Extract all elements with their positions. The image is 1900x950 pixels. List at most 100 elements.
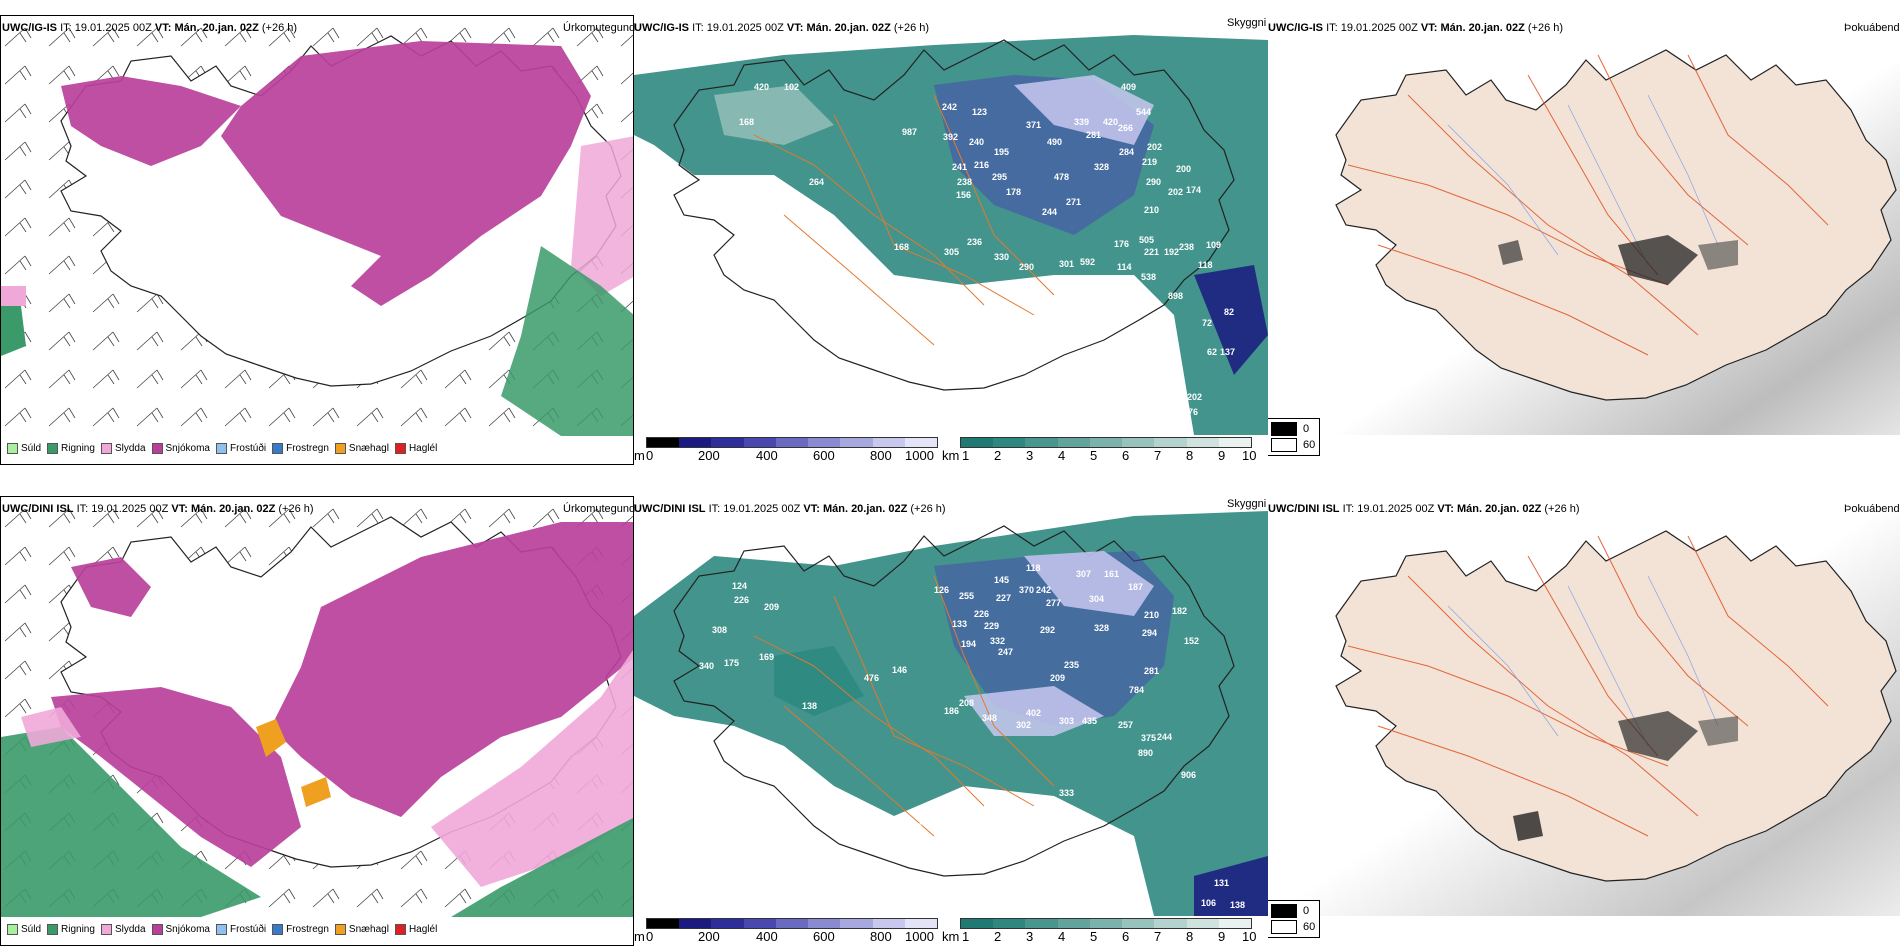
svg-text:226: 226 (734, 595, 749, 605)
colorbar-tick: 6 (1122, 929, 1130, 944)
svg-text:375: 375 (1141, 733, 1156, 743)
svg-text:102: 102 (784, 82, 799, 92)
legend-item: Frostregn (272, 924, 329, 935)
svg-text:333: 333 (1059, 788, 1074, 798)
svg-text:290: 290 (1146, 177, 1161, 187)
svg-text:194: 194 (961, 639, 976, 649)
legend-item: Rigning (47, 443, 95, 454)
svg-text:264: 264 (809, 177, 824, 187)
svg-text:244: 244 (1157, 732, 1172, 742)
colorbar-tick: 200 (698, 929, 720, 944)
panel-header: UWC/DINI ISL IT: 19.01.2025 00Z VT: Mán.… (1268, 503, 1580, 515)
legend-item: Snjókoma (151, 924, 210, 935)
colorbar-tick: 400 (756, 929, 778, 944)
colorbar-tick: 5 (1090, 448, 1098, 463)
svg-text:308: 308 (712, 625, 727, 635)
svg-text:219: 219 (1142, 157, 1157, 167)
svg-text:200: 200 (1176, 164, 1191, 174)
svg-text:271: 271 (1066, 197, 1081, 207)
svg-text:476: 476 (864, 673, 879, 683)
svg-text:302: 302 (1016, 720, 1031, 730)
precip-type-panel-row1: Súld Rigning Slydda Snjókoma Frostúði Fr… (0, 15, 634, 465)
fog-legend: 0 60 (1268, 418, 1321, 456)
svg-text:176: 176 (1114, 239, 1129, 249)
svg-text:229: 229 (984, 621, 999, 631)
rain-area (501, 246, 633, 436)
svg-text:301: 301 (1059, 259, 1074, 269)
svg-text:182: 182 (1172, 606, 1187, 616)
svg-text:242: 242 (942, 102, 957, 112)
svg-text:62: 62 (1207, 347, 1217, 357)
legend-item: Haglél (394, 924, 437, 935)
colorbar-tick: 1000 (905, 929, 934, 944)
svg-text:340: 340 (699, 661, 714, 671)
colorbar-tick: 9 (1218, 448, 1226, 463)
colorbar-tick: 3 (1026, 929, 1034, 944)
legend-item: Snæhagl (334, 443, 389, 454)
svg-text:106: 106 (1201, 898, 1216, 908)
svg-text:244: 244 (1042, 207, 1057, 217)
fog-legend-value: 60 (1303, 921, 1316, 933)
svg-text:505: 505 (1139, 235, 1154, 245)
colorbar-tick: 10 (1242, 929, 1257, 944)
colorbar-tick: 0 (646, 929, 654, 944)
panel-header: UWC/IG-IS IT: 19.01.2025 00Z VT: Mán. 20… (1268, 22, 1564, 34)
svg-text:161: 161 (1104, 569, 1119, 579)
svg-text:292: 292 (1040, 625, 1055, 635)
svg-text:187: 187 (1128, 582, 1143, 592)
svg-text:178: 178 (1006, 187, 1021, 197)
svg-text:221: 221 (1144, 247, 1159, 257)
fog-index-panel-row2: 0 60 (1268, 496, 1900, 946)
svg-text:544: 544 (1136, 107, 1151, 117)
svg-text:409: 409 (1121, 82, 1136, 92)
colorbar-unit: km (942, 448, 960, 463)
panel-title: Skyggni (1227, 498, 1267, 510)
colorbar-tick: 1000 (905, 448, 934, 463)
legend-item: Súld (7, 443, 41, 454)
svg-text:295: 295 (992, 172, 1007, 182)
svg-text:592: 592 (1080, 257, 1095, 267)
colorbar-tick: 0 (646, 448, 654, 463)
svg-text:784: 784 (1129, 685, 1144, 695)
panel-header: UWC/DINI ISL IT: 19.01.2025 00Z VT: Mán.… (634, 503, 946, 515)
svg-text:168: 168 (739, 117, 754, 127)
colorbar-unit: m (634, 448, 645, 463)
svg-text:169: 169 (759, 652, 774, 662)
legend-item: Súld (7, 924, 41, 935)
svg-text:156: 156 (956, 190, 971, 200)
svg-text:277: 277 (1046, 598, 1061, 608)
colorbar-tick: 9 (1218, 929, 1226, 944)
colorbar-tick: 1 (962, 448, 970, 463)
svg-text:771: 771 (789, 192, 804, 202)
svg-text:304: 304 (1089, 594, 1104, 604)
panel-header: UWC/IG-IS IT: 19.01.2025 00Z VT: Mán. 20… (634, 22, 930, 34)
legend-item: Slydda (100, 924, 146, 935)
height-colorbar: m 0 200 400 600 800 1000 (634, 918, 938, 946)
colorbar-tick: 2 (994, 448, 1002, 463)
panel-title: Úrkomutegund (563, 22, 636, 34)
svg-text:216: 216 (974, 160, 989, 170)
legend-item: Slydda (100, 443, 146, 454)
svg-text:227: 227 (996, 593, 1011, 603)
height-labels: 420 102 168 987 264 771 242 392 240 241 … (739, 82, 1235, 417)
svg-text:303: 303 (1059, 716, 1074, 726)
snowfall-area (221, 41, 591, 306)
svg-text:236: 236 (967, 237, 982, 247)
svg-text:276: 276 (1183, 407, 1198, 417)
colorbar-tick: 4 (1058, 929, 1066, 944)
legend-item: Frostúði (215, 924, 266, 935)
panel-title: Úrkomutegund (563, 503, 636, 515)
colorbar-tick: 600 (813, 929, 835, 944)
panel-title: Þokuábendi (1844, 503, 1900, 515)
svg-text:238: 238 (1179, 242, 1194, 252)
precip-type-map (1, 497, 633, 917)
fog-legend-value: 60 (1303, 439, 1316, 451)
svg-text:241: 241 (952, 162, 967, 172)
svg-text:202: 202 (1187, 392, 1202, 402)
svg-text:255: 255 (959, 591, 974, 601)
colorbar-tick: 800 (870, 929, 892, 944)
fog-index-map (1268, 496, 1900, 916)
precip-type-map (1, 16, 633, 436)
legend-item: Rigning (47, 924, 95, 935)
legend-item: Frostúði (215, 443, 266, 454)
